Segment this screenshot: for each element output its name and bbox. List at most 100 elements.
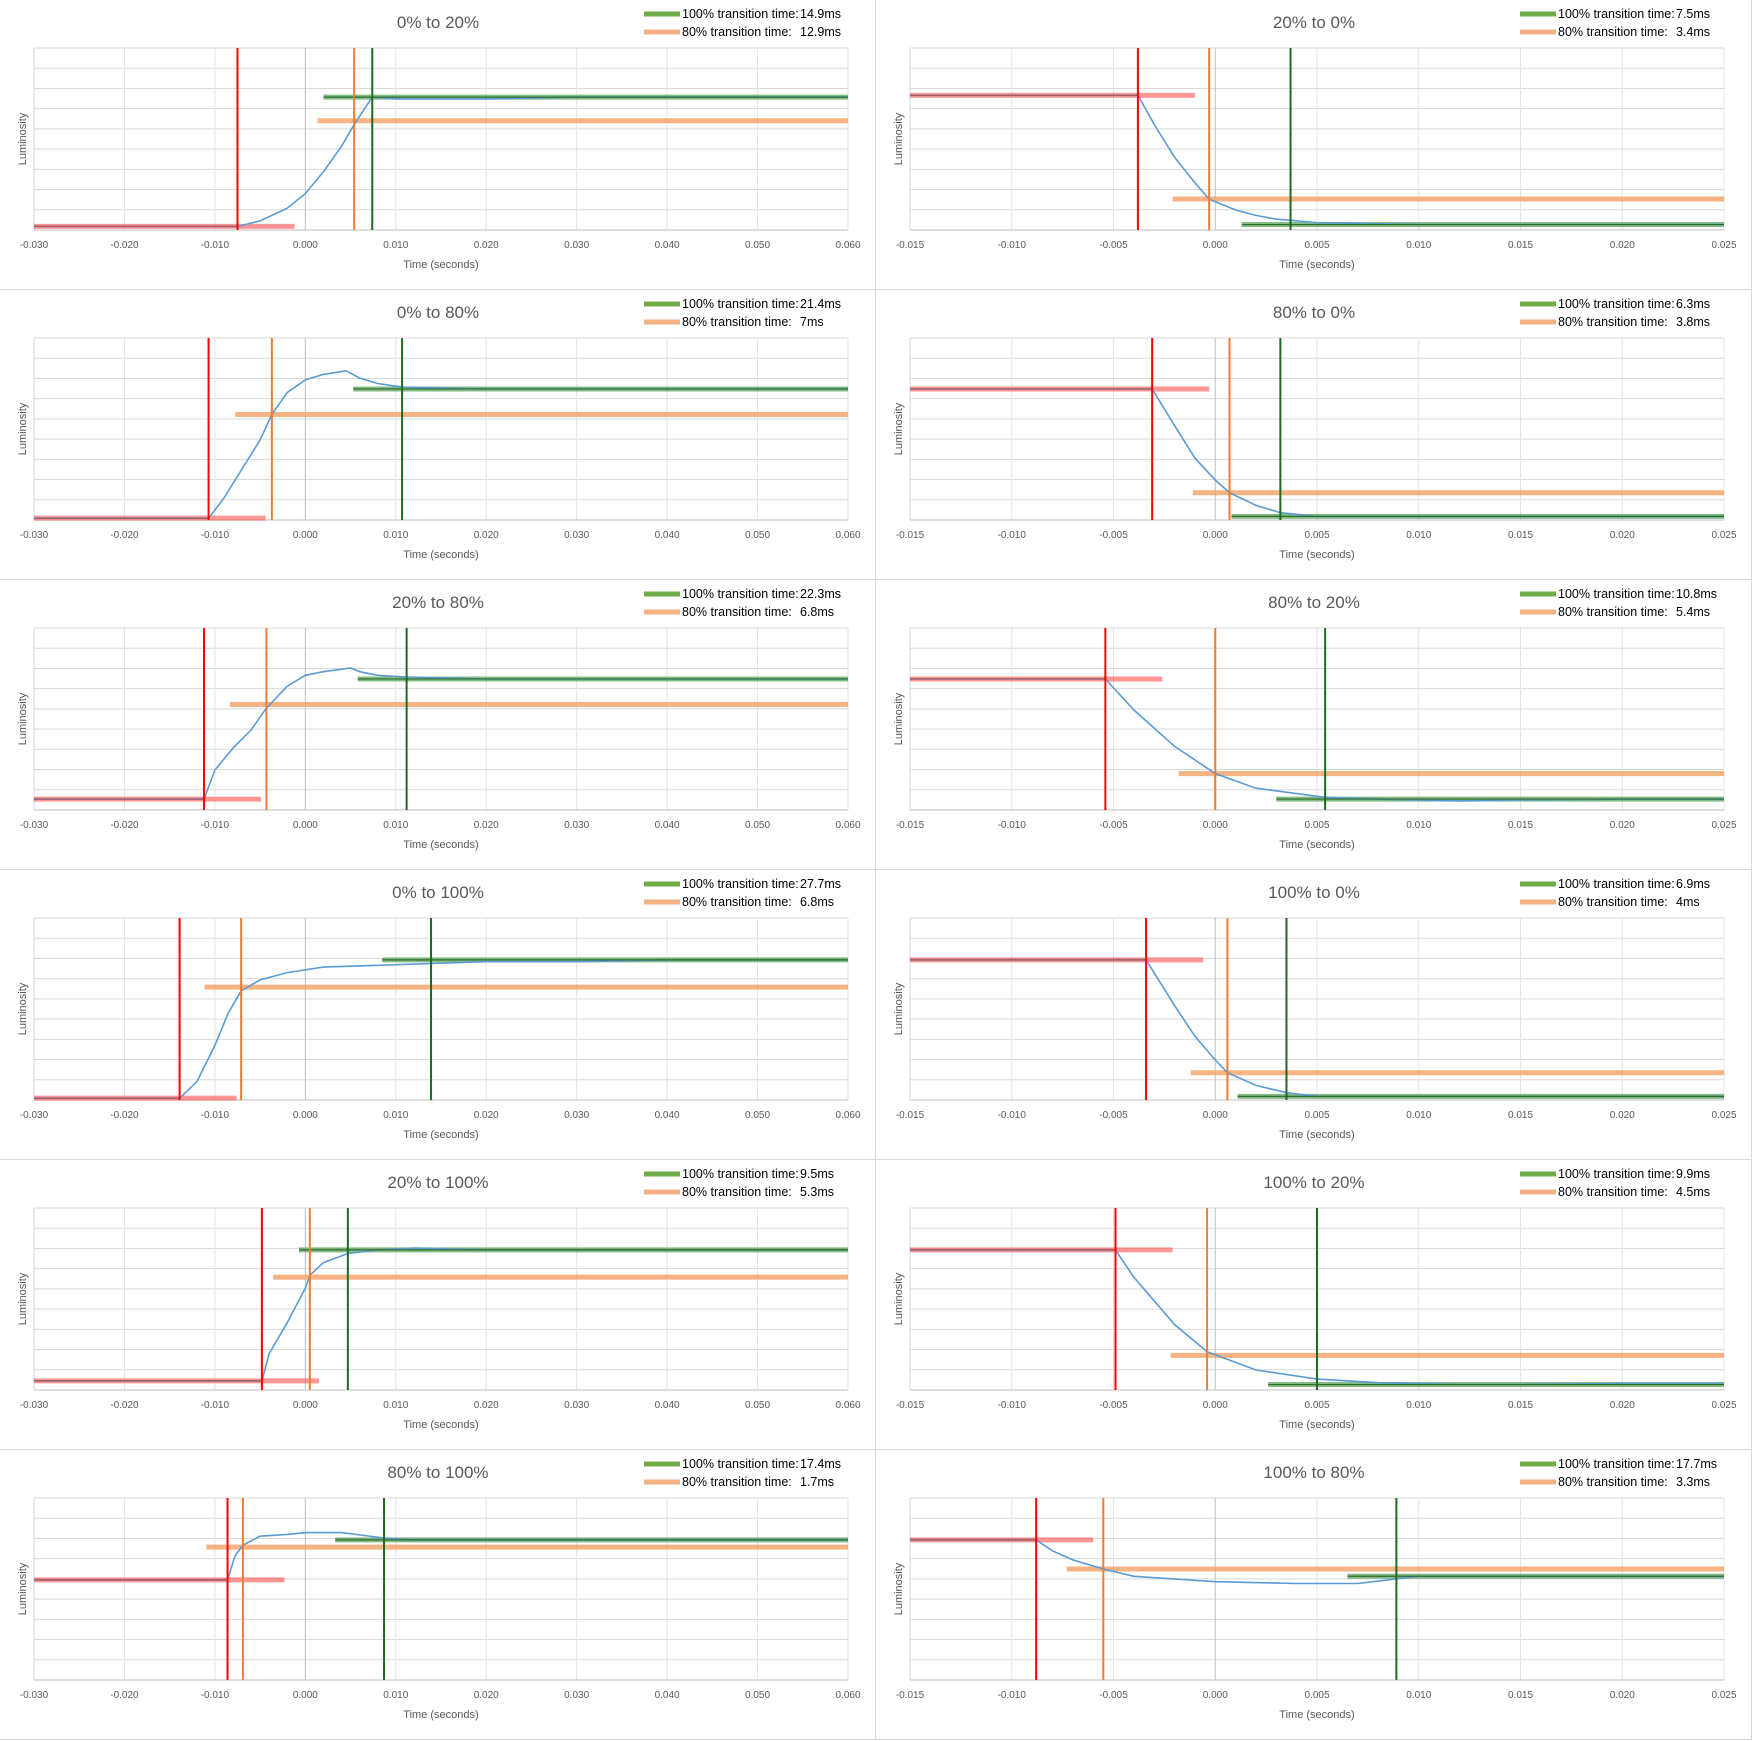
- x-tick-label: 0.050: [745, 1400, 770, 1411]
- x-tick-label: 0.020: [1610, 1110, 1635, 1121]
- x-tick-label: 0.010: [383, 1690, 408, 1701]
- legend-label: 80% transition time:: [1558, 1475, 1668, 1489]
- x-tick-label: -0.010: [998, 530, 1027, 541]
- x-tick-label: -0.015: [896, 530, 925, 541]
- x-tick-label: -0.020: [110, 530, 139, 541]
- x-tick-label: 0.040: [655, 240, 680, 251]
- legend-value: 17.7ms: [1676, 1457, 1717, 1471]
- x-tick-label: 0.020: [474, 1690, 499, 1701]
- y-axis-label: Luminosity: [893, 402, 905, 455]
- legend-label: 100% transition time:: [682, 1167, 799, 1181]
- legend-label: 100% transition time:: [682, 7, 799, 21]
- legend-value: 4ms: [1676, 895, 1700, 909]
- chart-svg: -0.030 -0.020 -0.010 0.000 0.010 0.020 0.030 0.…: [17, 1167, 861, 1431]
- x-tick-label: -0.010: [201, 1690, 230, 1701]
- y-axis-label: Luminosity: [17, 692, 29, 745]
- x-tick-label: 0.015: [1508, 1690, 1533, 1701]
- chart-panel: -0.015 -0.010 -0.005 0.000 0.005 0.010 0.015 0.…: [876, 290, 1752, 580]
- legend-label: 100% transition time:: [1558, 1457, 1675, 1471]
- chart-svg: -0.015 -0.010 -0.005 0.000 0.005 0.010 0.015 0.…: [893, 7, 1737, 271]
- x-tick-label: 0.060: [835, 820, 860, 831]
- x-tick-label: -0.005: [1099, 240, 1128, 251]
- x-axis-label: Time (seconds): [403, 1419, 478, 1431]
- x-tick-label: -0.010: [201, 1400, 230, 1411]
- y-axis-label: Luminosity: [893, 1272, 905, 1325]
- luminosity-curve: [34, 959, 848, 1099]
- x-tick-label: 0.000: [1203, 1400, 1228, 1411]
- x-tick-label: 0.060: [835, 1110, 860, 1121]
- x-tick-label: 0.025: [1711, 820, 1736, 831]
- x-tick-label: -0.010: [998, 1400, 1027, 1411]
- x-axis-label: Time (seconds): [1279, 1129, 1354, 1141]
- legend-value: 12.9ms: [800, 25, 841, 39]
- x-axis-label: Time (seconds): [403, 1129, 478, 1141]
- x-tick-label: 0.050: [745, 1690, 770, 1701]
- x-axis-label: Time (seconds): [403, 549, 478, 561]
- x-tick-label: 0.000: [293, 1690, 318, 1701]
- chart-title: 100% to 80%: [1263, 1463, 1364, 1482]
- x-tick-label: 0.020: [474, 240, 499, 251]
- x-tick-label: 0.020: [1610, 240, 1635, 251]
- chart-title: 80% to 0%: [1273, 303, 1355, 322]
- legend-label: 80% transition time:: [682, 1475, 792, 1489]
- x-tick-label: -0.020: [110, 1690, 139, 1701]
- chart-svg: -0.015 -0.010 -0.005 0.000 0.005 0.010 0.015 0.…: [893, 297, 1737, 561]
- x-tick-label: 0.050: [745, 530, 770, 541]
- legend-value: 21.4ms: [800, 297, 841, 311]
- x-tick-label: -0.015: [896, 1690, 925, 1701]
- luminosity-curve: [34, 667, 848, 800]
- x-tick-label: 0.025: [1711, 1110, 1736, 1121]
- chart-title: 20% to 0%: [1273, 13, 1355, 32]
- x-tick-label: 0.020: [1610, 1690, 1635, 1701]
- x-tick-label: 0.000: [1203, 1110, 1228, 1121]
- x-tick-label: -0.010: [201, 820, 230, 831]
- x-tick-label: -0.030: [20, 820, 49, 831]
- x-tick-label: -0.010: [998, 820, 1027, 831]
- legend-label: 100% transition time:: [1558, 587, 1675, 601]
- y-axis-label: Luminosity: [893, 112, 905, 165]
- x-tick-label: 0.020: [474, 1110, 499, 1121]
- x-tick-label: 0.010: [383, 820, 408, 831]
- x-tick-label: -0.010: [201, 530, 230, 541]
- chart-svg: -0.015 -0.010 -0.005 0.000 0.005 0.010 0.015 0.…: [893, 1457, 1737, 1721]
- x-tick-label: -0.020: [110, 1110, 139, 1121]
- x-tick-label: 0.000: [1203, 820, 1228, 831]
- x-tick-label: 0.050: [745, 820, 770, 831]
- x-tick-label: -0.015: [896, 1400, 925, 1411]
- legend-label: 80% transition time:: [682, 315, 792, 329]
- legend-value: 7.5ms: [1676, 7, 1710, 21]
- x-tick-label: 0.005: [1304, 1690, 1329, 1701]
- chart-svg: -0.030 -0.020 -0.010 0.000 0.010 0.020 0.030 0.…: [17, 877, 861, 1141]
- legend-value: 3.4ms: [1676, 25, 1710, 39]
- x-tick-label: 0.000: [1203, 530, 1228, 541]
- x-tick-label: 0.040: [655, 820, 680, 831]
- chart-svg: -0.015 -0.010 -0.005 0.000 0.005 0.010 0.015 0.…: [893, 587, 1737, 851]
- x-tick-label: -0.005: [1099, 1110, 1128, 1121]
- x-tick-label: 0.030: [564, 530, 589, 541]
- chart-title: 80% to 20%: [1268, 593, 1360, 612]
- x-tick-label: 0.030: [564, 240, 589, 251]
- x-tick-label: 0.000: [293, 240, 318, 251]
- x-tick-label: 0.025: [1711, 1400, 1736, 1411]
- x-tick-label: 0.010: [1406, 530, 1431, 541]
- chart-panel: -0.030 -0.020 -0.010 0.000 0.010 0.020 0.030 0.…: [0, 290, 876, 580]
- legend-label: 100% transition time:: [1558, 7, 1675, 21]
- luminosity-curve: [34, 1247, 848, 1382]
- legend-value: 5.4ms: [1676, 605, 1710, 619]
- x-tick-label: 0.060: [835, 530, 860, 541]
- x-tick-label: 0.060: [835, 1690, 860, 1701]
- legend-value: 9.5ms: [800, 1167, 834, 1181]
- legend-value: 9.9ms: [1676, 1167, 1710, 1181]
- legend-label: 100% transition time:: [682, 587, 799, 601]
- legend-label: 80% transition time:: [1558, 1185, 1668, 1199]
- x-tick-label: 0.040: [655, 1400, 680, 1411]
- x-axis-label: Time (seconds): [1279, 259, 1354, 271]
- x-axis-label: Time (seconds): [1279, 1709, 1354, 1721]
- x-tick-label: 0.030: [564, 1690, 589, 1701]
- x-tick-label: -0.020: [110, 820, 139, 831]
- chart-panel: -0.015 -0.010 -0.005 0.000 0.005 0.010 0.015 0.…: [876, 0, 1752, 290]
- x-tick-label: 0.015: [1508, 1400, 1533, 1411]
- chart-title: 0% to 80%: [397, 303, 479, 322]
- chart-panel: -0.030 -0.020 -0.010 0.000 0.010 0.020 0.030 0.…: [0, 1450, 876, 1740]
- chart-svg: -0.015 -0.010 -0.005 0.000 0.005 0.010 0.015 0.…: [893, 877, 1737, 1141]
